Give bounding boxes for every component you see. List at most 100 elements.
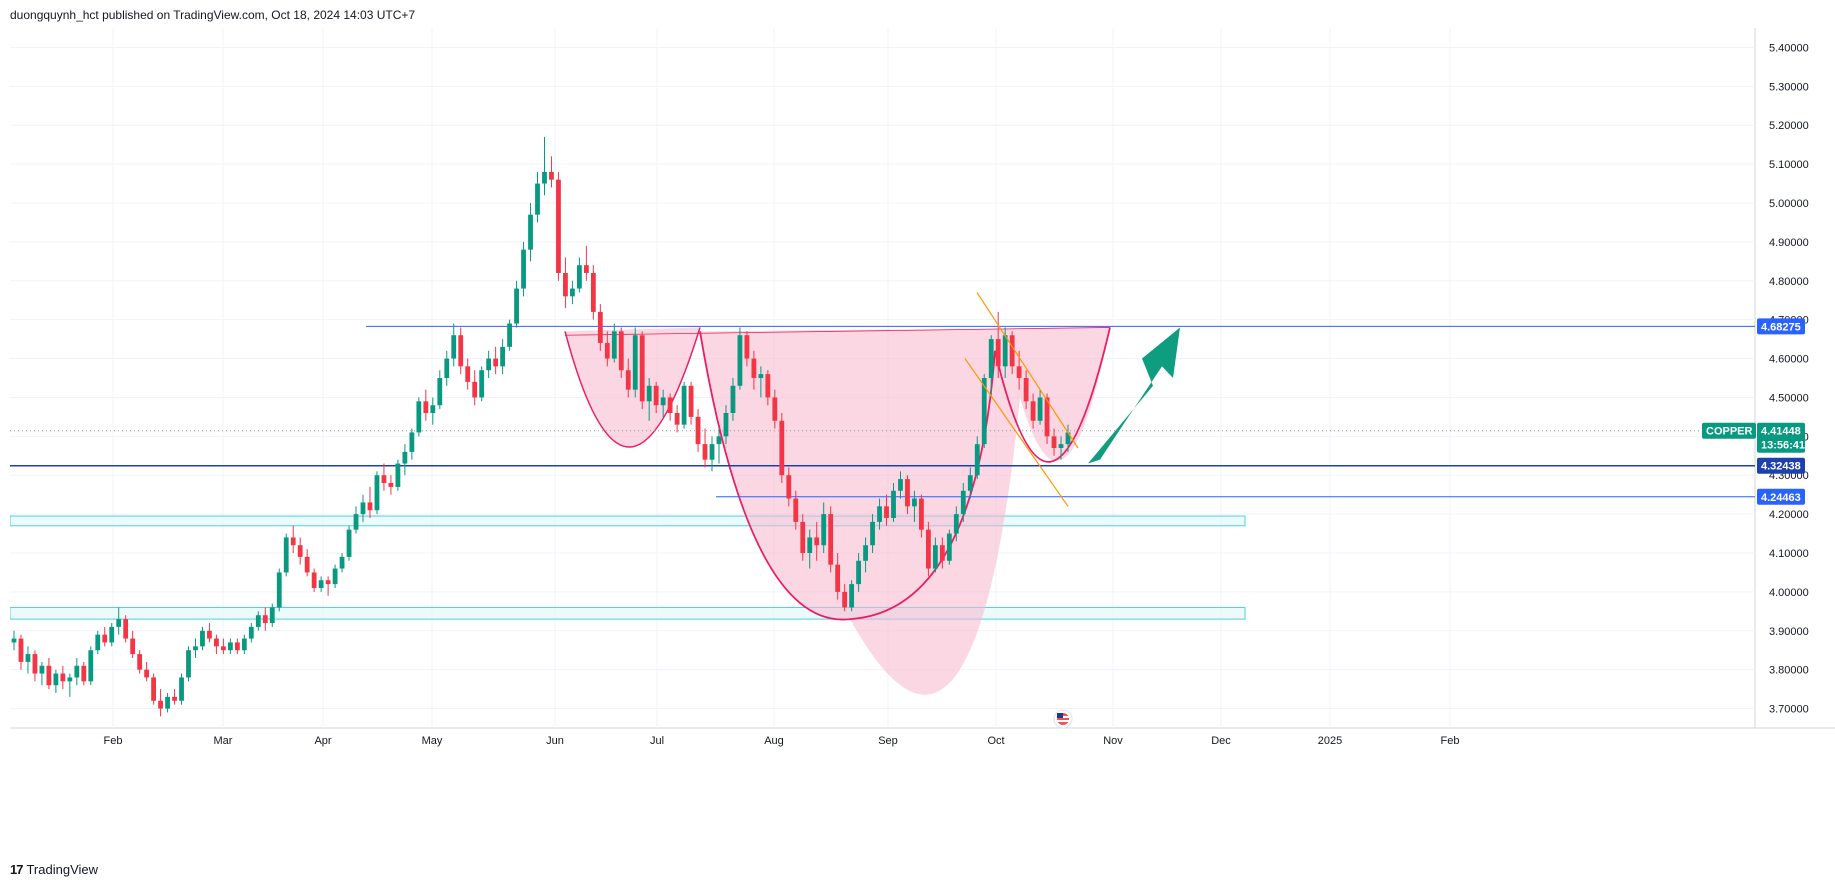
candle-body: [283, 537, 289, 573]
last-price-tag: [1757, 422, 1805, 453]
candle-body: [576, 265, 582, 289]
candle-body: [262, 615, 268, 623]
horizontal-levels: [10, 325, 1755, 498]
tradingview-brand[interactable]: 17 TradingView: [10, 862, 98, 877]
candle-body: [74, 665, 80, 678]
main-cup-fill: [700, 327, 1110, 695]
candle-body: [221, 646, 226, 651]
candle-body: [179, 677, 184, 701]
candle-body: [374, 475, 380, 511]
candle-body: [381, 475, 387, 483]
candle-body: [912, 498, 917, 507]
candle-body: [849, 584, 855, 608]
candle-body: [67, 677, 73, 682]
chart-area[interactable]: 5.40000 5.30000 5.20000 5.10000 5.00000 4.900…: [10, 28, 1835, 858]
candle-body: [290, 537, 296, 546]
candle-body: [165, 696, 170, 709]
event-markers[interactable]: [1053, 709, 1073, 729]
candle-body: [702, 444, 708, 460]
candle-body: [255, 615, 261, 627]
price-tick-label: 5.30000: [1769, 81, 1809, 93]
candle-body: [88, 650, 94, 682]
price-tag: [1757, 457, 1805, 474]
price-tick-label: 5.00000: [1769, 198, 1809, 210]
support-zone: [10, 606, 1246, 620]
candle-body: [409, 432, 415, 452]
candle-body: [158, 700, 163, 709]
time-tick-label: May: [422, 735, 443, 747]
candle-body: [227, 642, 233, 651]
price-axis[interactable]: 5.40000 5.30000 5.20000 5.10000 5.00000 4.900…: [1769, 42, 1809, 715]
candle-body: [151, 677, 157, 701]
candle-body: [18, 638, 24, 662]
candle-body: [709, 444, 715, 460]
candle-body: [528, 214, 533, 250]
candle-body: [416, 401, 422, 433]
price-tick-label: 4.20000: [1769, 509, 1809, 521]
symbol-label: COPPER: [1706, 426, 1753, 438]
price-tick-label: 4.90000: [1769, 237, 1809, 249]
price-tag: [1757, 318, 1805, 335]
candle-body: [835, 564, 841, 592]
price-chart[interactable]: 5.40000 5.30000 5.20000 5.10000 5.00000 4.900…: [10, 28, 1835, 858]
candle-body: [1009, 335, 1015, 367]
symbol-tag: [1702, 422, 1756, 439]
candle-body: [842, 591, 848, 608]
candle-body: [639, 335, 645, 402]
us-flag-stripe: [1057, 720, 1069, 722]
candle-body: [137, 654, 143, 670]
time-tick-label: Nov: [1103, 735, 1123, 747]
candle-body: [493, 358, 499, 367]
price-tag-label: 4.68275: [1761, 321, 1801, 333]
candle-body: [269, 607, 275, 623]
candle-body: [891, 490, 896, 518]
candle-body: [772, 397, 778, 421]
candle-body: [674, 413, 680, 425]
candle-body: [723, 413, 729, 437]
candle-body: [39, 665, 45, 674]
candle-body: [953, 514, 959, 534]
candle-body: [95, 634, 101, 651]
trend-channel: [964, 292, 1079, 507]
candle-body: [563, 273, 568, 297]
candle-body: [807, 537, 813, 553]
candle-body: [556, 179, 561, 273]
handle-curve: [994, 327, 1111, 463]
candle-body: [53, 673, 59, 686]
candle-body: [583, 265, 589, 273]
time-tick-label: Sep: [878, 735, 898, 747]
candle-body: [402, 451, 408, 464]
candle-body: [730, 385, 736, 413]
last-price-label: 4.41448: [1761, 426, 1801, 438]
candle-body: [241, 638, 247, 651]
candle-body: [856, 560, 861, 585]
price-tick-label: 4.00000: [1769, 587, 1809, 599]
price-tick-label: 4.80000: [1769, 276, 1809, 288]
time-axis[interactable]: Feb Mar Apr May Jun Jul Aug Sep Oct Nov Dec 2025 Feb: [104, 735, 1460, 747]
price-tick-label: 5.10000: [1769, 159, 1809, 171]
price-tick-label: 3.80000: [1769, 665, 1809, 677]
main-cup-curve: [699, 331, 996, 621]
candle-body: [346, 529, 352, 557]
bullish-arrow-shape: [1088, 327, 1180, 464]
candle-body: [695, 416, 701, 445]
brand-name: TradingView: [26, 862, 99, 877]
candle-body: [325, 580, 331, 585]
candle-body: [821, 514, 827, 546]
candle-body: [437, 378, 443, 406]
support-zone: [10, 515, 1246, 527]
candle-body: [116, 619, 122, 627]
candle-body: [549, 171, 554, 180]
candle-body: [1037, 397, 1043, 421]
candle-body: [667, 397, 673, 413]
candle-body: [367, 502, 373, 511]
price-tag: [1757, 488, 1805, 505]
price-tick-label: 3.90000: [1769, 626, 1809, 638]
candles: [11, 136, 1071, 717]
price-tag-label: 4.32438: [1761, 461, 1801, 473]
candle-body: [276, 572, 282, 608]
time-tick-label: Feb: [1441, 735, 1460, 747]
candle-body: [507, 323, 512, 347]
candle-body: [1002, 335, 1008, 367]
candle-body: [828, 514, 834, 565]
